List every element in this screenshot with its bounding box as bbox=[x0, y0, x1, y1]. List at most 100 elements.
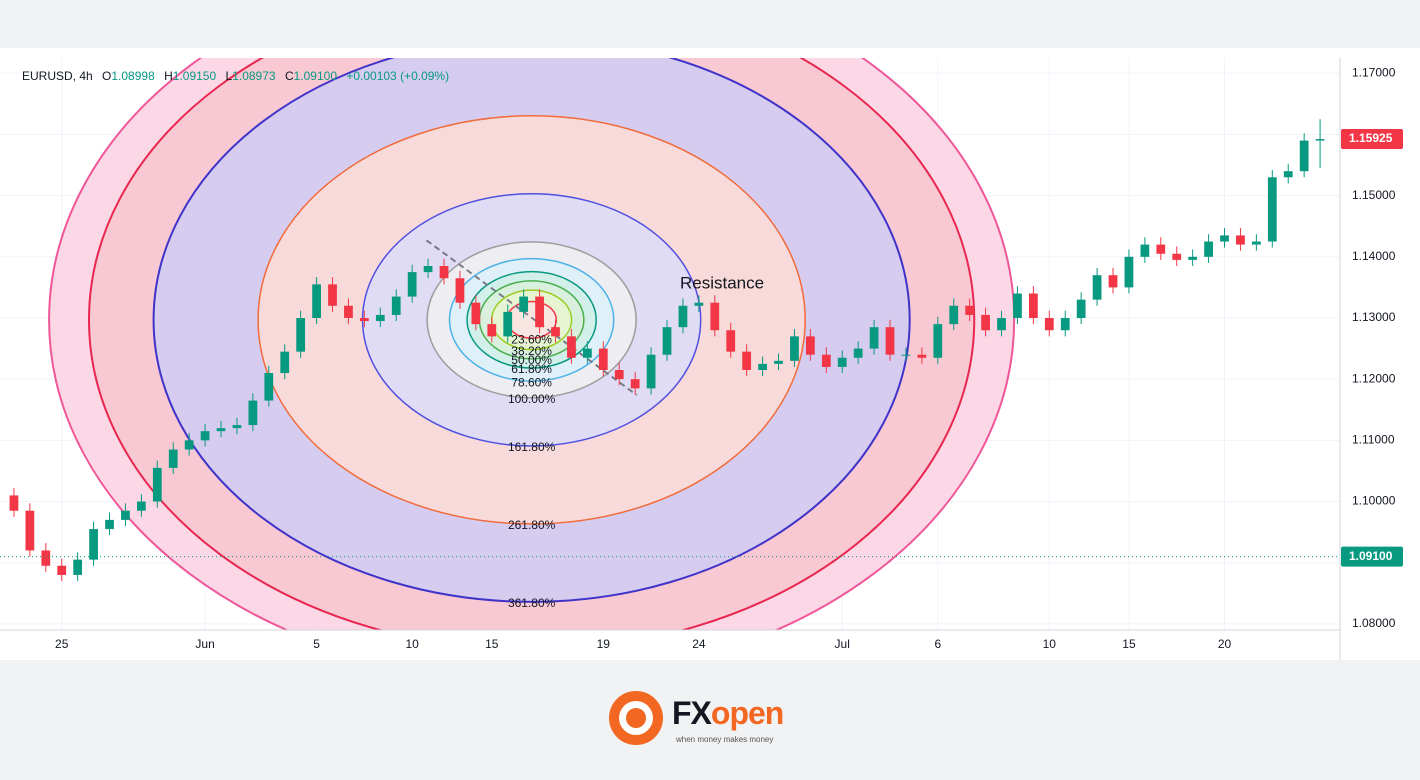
x-tick-label: 10 bbox=[1043, 637, 1057, 651]
candle-body bbox=[901, 354, 911, 356]
candle-body bbox=[1028, 293, 1038, 318]
fib-level-label: 23.60% bbox=[511, 332, 552, 346]
ohlc-key: L bbox=[226, 69, 233, 83]
candle-body bbox=[121, 510, 130, 520]
fib-level-label: 161.80% bbox=[508, 440, 556, 454]
candle-body bbox=[551, 327, 560, 337]
candle-body bbox=[519, 296, 529, 312]
candle-body bbox=[1267, 177, 1277, 242]
trend-line bbox=[425, 239, 638, 396]
fib-level-label: 361.80% bbox=[508, 596, 556, 610]
x-tick-label: Jun bbox=[195, 637, 214, 651]
candle-body bbox=[965, 305, 975, 315]
price-label-box bbox=[1341, 129, 1403, 150]
candle-body bbox=[535, 296, 544, 328]
ohlc-key: H bbox=[164, 69, 173, 83]
price-label-box bbox=[1341, 546, 1403, 567]
candle-body bbox=[885, 327, 895, 355]
candle-body bbox=[1251, 241, 1261, 245]
candle-body bbox=[933, 324, 943, 358]
candle-body bbox=[758, 363, 767, 370]
candle-body bbox=[1076, 299, 1086, 318]
fib-level-label: 261.80% bbox=[508, 518, 556, 532]
y-tick-label: 1.14000 bbox=[1352, 249, 1396, 263]
fib-level-label: 38.20% bbox=[511, 344, 552, 358]
x-tick-label: 6 bbox=[934, 637, 941, 651]
x-tick-label: Jul bbox=[835, 637, 850, 651]
logo-prefix: FX bbox=[672, 695, 713, 731]
price-label: 1.15925 bbox=[1349, 131, 1393, 145]
y-tick-label: 1.08000 bbox=[1352, 616, 1396, 630]
candle-body bbox=[471, 302, 481, 325]
candle-body bbox=[1108, 275, 1118, 288]
candle-body bbox=[89, 529, 98, 560]
candle-body bbox=[296, 318, 306, 352]
candle-body bbox=[152, 467, 162, 502]
candle-body bbox=[439, 266, 449, 279]
candle-body bbox=[232, 425, 242, 429]
candle-body bbox=[1013, 293, 1022, 318]
candle-body bbox=[264, 373, 274, 401]
candle-body bbox=[1299, 140, 1309, 172]
x-tick-label: 20 bbox=[1218, 637, 1232, 651]
candle-body bbox=[1236, 235, 1245, 245]
fib-level-label: 78.60% bbox=[511, 375, 552, 389]
candle-body bbox=[837, 357, 847, 367]
candle-body bbox=[1283, 171, 1293, 178]
candle-body bbox=[1092, 275, 1102, 300]
candle-body bbox=[981, 314, 990, 331]
candle-body bbox=[57, 565, 67, 575]
candle-body bbox=[1188, 256, 1198, 260]
candle-body bbox=[917, 354, 927, 358]
candle-body bbox=[1315, 139, 1325, 141]
candle-body bbox=[774, 360, 783, 364]
candle-body bbox=[869, 327, 879, 349]
candle-body bbox=[184, 440, 194, 450]
candle-body bbox=[328, 284, 337, 306]
change: +0.00103 (+0.09%) bbox=[346, 69, 449, 83]
candle-body bbox=[312, 284, 321, 318]
x-tick-label: 10 bbox=[405, 637, 419, 651]
candle-body bbox=[742, 351, 752, 370]
ohlc-value: 1.09100 bbox=[294, 69, 338, 83]
x-tick-label: 15 bbox=[485, 637, 499, 651]
candle-body bbox=[726, 330, 736, 352]
annotation: Resistance bbox=[680, 273, 764, 292]
candle-body bbox=[200, 431, 210, 441]
y-tick-label: 1.11000 bbox=[1352, 433, 1395, 447]
candle-body bbox=[25, 510, 35, 551]
x-tick-label: 25 bbox=[55, 637, 69, 651]
ohlc-key: O bbox=[102, 69, 111, 83]
candle-body bbox=[487, 324, 497, 337]
candle-body bbox=[805, 336, 815, 355]
y-tick-label: 1.15000 bbox=[1352, 188, 1396, 202]
fib-level-label: 100.00% bbox=[508, 392, 556, 406]
candle-body bbox=[790, 336, 799, 361]
candle-body bbox=[105, 519, 114, 530]
price-label: 1.09100 bbox=[1349, 549, 1393, 563]
candle-body bbox=[646, 354, 656, 389]
candle-body bbox=[1220, 235, 1229, 242]
x-tick-label: 15 bbox=[1122, 637, 1136, 651]
logo-suffix: open bbox=[711, 695, 783, 731]
fib-level-label: 61.80% bbox=[511, 362, 552, 376]
candle-body bbox=[248, 400, 258, 426]
candle-body bbox=[280, 351, 290, 374]
candle-body bbox=[136, 501, 146, 511]
candle-body bbox=[949, 305, 959, 325]
candle-body bbox=[1172, 253, 1182, 260]
candle-body bbox=[997, 318, 1006, 331]
candle-body bbox=[503, 311, 513, 337]
candle-body bbox=[216, 428, 226, 432]
ohlc-key: C bbox=[285, 69, 294, 83]
logo-tagline: when money makes money bbox=[675, 735, 773, 744]
candle-body bbox=[678, 305, 688, 328]
candle-body bbox=[662, 327, 672, 355]
candle-body bbox=[567, 336, 576, 358]
candle-body bbox=[598, 348, 608, 370]
logo: FXopen when money makes money bbox=[609, 691, 784, 745]
candle-body bbox=[710, 302, 720, 331]
candle-body bbox=[1140, 244, 1150, 257]
legend-header: EURUSD, 4h O1.08998 H1.09150 L1.08973 C1… bbox=[22, 69, 449, 83]
